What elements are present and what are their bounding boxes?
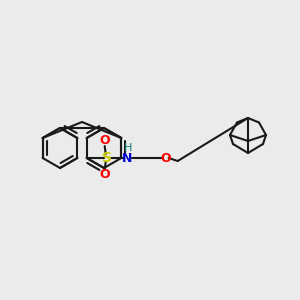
Text: O: O (160, 152, 171, 164)
Text: H: H (124, 143, 132, 153)
Text: S: S (102, 151, 112, 165)
Text: O: O (99, 134, 110, 148)
Text: O: O (99, 169, 110, 182)
Text: N: N (122, 152, 132, 164)
